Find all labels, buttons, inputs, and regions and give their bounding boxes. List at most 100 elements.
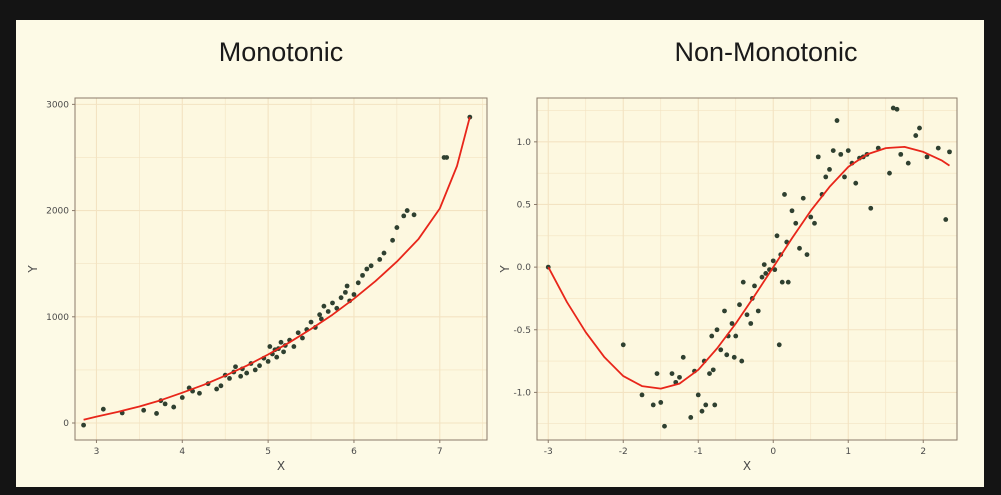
data-point bbox=[214, 386, 220, 392]
x-tick-label: 2 bbox=[920, 447, 926, 457]
data-point bbox=[364, 266, 370, 272]
data-point bbox=[714, 327, 720, 333]
data-point bbox=[342, 289, 348, 295]
data-point bbox=[924, 154, 930, 160]
data-point bbox=[171, 404, 177, 410]
y-tick-label: -0.5 bbox=[513, 326, 531, 336]
data-point bbox=[257, 363, 262, 369]
data-point bbox=[274, 354, 280, 360]
plot-area bbox=[75, 98, 487, 440]
data-point bbox=[680, 354, 686, 360]
data-point bbox=[731, 354, 737, 360]
data-point bbox=[669, 371, 675, 377]
data-point bbox=[724, 352, 730, 358]
data-point bbox=[845, 148, 851, 154]
data-point bbox=[308, 319, 314, 325]
fit-curve bbox=[83, 116, 471, 421]
x-tick-label: -2 bbox=[619, 447, 628, 457]
data-point bbox=[381, 250, 387, 256]
y-tick-label: 1000 bbox=[46, 313, 69, 323]
data-point bbox=[695, 392, 701, 398]
data-point bbox=[772, 267, 778, 273]
data-point bbox=[887, 170, 892, 176]
data-point bbox=[377, 257, 383, 262]
data-point bbox=[782, 192, 787, 197]
data-point bbox=[913, 133, 919, 138]
data-point bbox=[267, 344, 273, 349]
data-point bbox=[344, 283, 350, 289]
data-point bbox=[330, 300, 335, 306]
data-point bbox=[709, 333, 715, 339]
data-point bbox=[360, 272, 365, 278]
data-point bbox=[281, 349, 286, 355]
data-point bbox=[710, 367, 716, 373]
data-point bbox=[699, 408, 705, 414]
data-point bbox=[650, 402, 656, 408]
x-tick-label: 7 bbox=[437, 447, 443, 457]
x-tick-label: 5 bbox=[265, 447, 271, 457]
data-point bbox=[718, 347, 724, 353]
data-point bbox=[739, 358, 745, 364]
data-point bbox=[179, 395, 185, 400]
data-point bbox=[759, 274, 765, 280]
y-axis-label: Y bbox=[498, 265, 512, 274]
data-point bbox=[935, 145, 941, 151]
data-point bbox=[917, 125, 922, 131]
data-point bbox=[238, 373, 244, 379]
x-tick-label: 0 bbox=[770, 447, 776, 457]
data-point bbox=[755, 308, 761, 314]
charts-svg: 3 4 5 6 7 0 1000 2000 3000 X Y -3 -2 -1 0 1 2 -1.0 -0.5 0.0… bbox=[26, 97, 958, 473]
plot-frame bbox=[74, 97, 488, 441]
y-tick-label: 0.5 bbox=[517, 200, 531, 210]
data-point bbox=[291, 344, 297, 349]
data-point bbox=[823, 174, 829, 180]
data-point bbox=[368, 263, 374, 269]
data-point bbox=[318, 316, 324, 322]
fit-curve bbox=[547, 146, 950, 390]
data-point bbox=[838, 151, 844, 157]
data-point bbox=[677, 374, 682, 380]
chart-title-non-monotonic: Non-Monotonic bbox=[674, 37, 858, 67]
data-point bbox=[804, 252, 810, 257]
data-point bbox=[325, 309, 331, 314]
x-axis-label: X bbox=[743, 459, 751, 473]
figure-panel: Monotonic Non-Monotonic 3 4 5 6 7 0 1000 2000 30… bbox=[16, 20, 984, 487]
data-point bbox=[401, 213, 407, 219]
data-point bbox=[244, 370, 250, 376]
data-point bbox=[890, 105, 896, 111]
data-point bbox=[300, 335, 305, 341]
data-point bbox=[278, 339, 284, 345]
data-point bbox=[776, 342, 782, 348]
data-point bbox=[411, 212, 417, 218]
data-point bbox=[688, 415, 694, 420]
x-tick-label: 4 bbox=[179, 447, 185, 457]
data-point bbox=[898, 151, 904, 157]
data-point bbox=[639, 392, 645, 398]
data-point bbox=[737, 302, 742, 308]
data-point bbox=[827, 167, 832, 172]
data-point bbox=[100, 406, 106, 412]
data-point bbox=[812, 220, 817, 226]
data-point bbox=[868, 205, 874, 211]
data-point bbox=[703, 402, 709, 408]
y-tick-label: 2000 bbox=[46, 207, 69, 217]
data-point bbox=[141, 407, 147, 413]
data-point bbox=[154, 411, 159, 416]
y-tick-label: 3000 bbox=[46, 100, 69, 110]
data-point bbox=[842, 174, 847, 180]
data-point bbox=[834, 118, 840, 123]
data-point bbox=[162, 401, 168, 407]
data-point bbox=[752, 283, 757, 289]
chart-title-monotonic: Monotonic bbox=[218, 37, 344, 67]
data-point bbox=[355, 280, 361, 286]
y-tick-label: 0 bbox=[63, 419, 69, 429]
y-tick-label: 0.0 bbox=[517, 263, 532, 273]
data-point bbox=[943, 217, 949, 222]
data-point bbox=[748, 321, 754, 326]
plot-area bbox=[537, 98, 957, 440]
x-tick-label: 3 bbox=[94, 447, 100, 457]
data-point bbox=[905, 160, 911, 166]
data-point bbox=[338, 295, 344, 301]
data-point bbox=[252, 367, 258, 373]
y-tick-label: 1.0 bbox=[517, 138, 532, 148]
